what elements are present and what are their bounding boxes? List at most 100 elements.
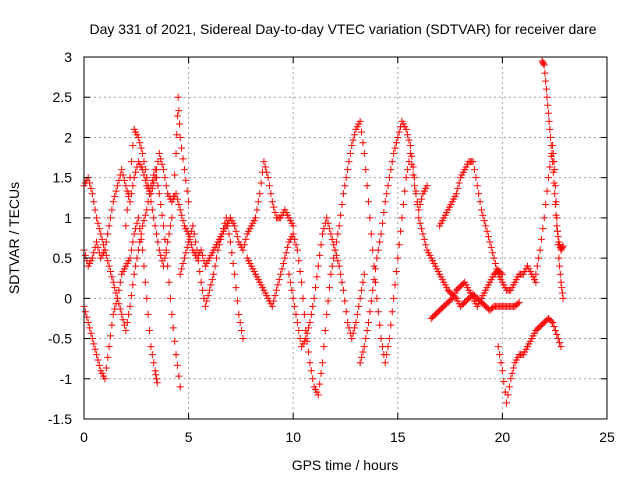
data-point <box>367 230 375 238</box>
data-point <box>366 308 374 316</box>
data-point <box>102 251 110 259</box>
data-point <box>179 259 187 267</box>
data-point <box>328 262 336 270</box>
data-point <box>373 254 381 262</box>
data-point <box>299 294 307 302</box>
data-point <box>231 270 239 278</box>
data-point <box>129 238 137 246</box>
data-point <box>87 184 95 192</box>
data-point <box>302 335 310 343</box>
data-point <box>157 155 165 163</box>
data-point <box>260 158 268 166</box>
data-point <box>101 246 109 254</box>
data-point <box>134 214 142 222</box>
data-point <box>238 327 246 335</box>
data-point <box>137 230 145 238</box>
data-point <box>494 343 502 351</box>
data-point <box>533 262 541 270</box>
data-point <box>310 294 318 302</box>
data-point <box>88 190 96 198</box>
data-point <box>219 225 227 233</box>
data-point <box>136 238 144 246</box>
data-point <box>542 200 550 208</box>
data-point <box>391 144 399 152</box>
series-sat-c <box>80 166 184 391</box>
data-point <box>418 225 426 233</box>
y-tick-label: 0 <box>64 290 72 306</box>
data-point <box>554 233 562 241</box>
data-point <box>240 241 248 249</box>
data-point <box>490 254 498 262</box>
data-point <box>165 278 173 286</box>
data-point <box>486 238 494 246</box>
data-point <box>349 136 357 144</box>
x-tick-labels: 0 5 10 15 20 25 <box>80 429 615 445</box>
data-point <box>265 182 273 190</box>
data-point <box>165 230 173 238</box>
data-point <box>102 364 110 372</box>
data-point <box>154 238 162 246</box>
data-point <box>367 297 375 305</box>
data-point <box>537 235 545 243</box>
data-point <box>172 351 180 359</box>
data-point <box>157 251 165 259</box>
data-point <box>155 246 163 254</box>
data-point <box>125 310 133 318</box>
data-point <box>231 222 239 230</box>
data-point <box>351 324 359 332</box>
data-point <box>134 246 142 254</box>
data-point <box>108 273 116 281</box>
data-point <box>144 310 152 318</box>
data-point <box>306 359 314 367</box>
data-point <box>151 222 159 230</box>
data-point <box>271 292 279 300</box>
data-point <box>503 399 511 407</box>
data-point <box>178 265 186 273</box>
data-point <box>415 206 423 214</box>
data-point <box>289 230 297 238</box>
data-point <box>378 219 386 227</box>
data-point <box>549 318 557 326</box>
data-point <box>404 166 412 174</box>
data-point <box>332 251 340 259</box>
data-point <box>475 190 483 198</box>
data-point <box>498 270 506 278</box>
y-tick-label: 2.5 <box>53 89 73 105</box>
data-point <box>81 308 89 316</box>
data-point <box>284 243 292 251</box>
data-point <box>88 335 96 343</box>
data-point <box>305 348 313 356</box>
data-point <box>335 222 343 230</box>
data-point <box>95 361 103 369</box>
data-point <box>105 262 113 270</box>
data-point <box>123 206 131 214</box>
data-point <box>543 93 551 101</box>
data-point <box>355 302 363 310</box>
data-point <box>192 238 200 246</box>
data-point <box>376 321 384 329</box>
data-point <box>369 286 377 294</box>
data-point <box>420 235 428 243</box>
data-point <box>371 265 379 273</box>
data-point <box>232 284 240 292</box>
data-point <box>222 214 230 222</box>
data-point <box>385 335 393 343</box>
data-point <box>376 238 384 246</box>
series-sat-m <box>538 57 567 254</box>
x-tick-label: 0 <box>80 429 88 445</box>
data-point <box>176 133 184 141</box>
data-point <box>215 241 223 249</box>
data-point <box>324 297 332 305</box>
data-point <box>556 339 564 347</box>
data-point <box>331 246 339 254</box>
data-point <box>147 198 155 206</box>
data-point <box>338 278 346 286</box>
data-point <box>507 375 515 383</box>
data-point <box>455 179 463 187</box>
data-point <box>406 141 414 149</box>
data-point <box>380 209 388 217</box>
data-point <box>190 230 198 238</box>
data-point <box>505 383 513 391</box>
data-point <box>418 195 426 203</box>
data-point <box>207 281 215 289</box>
